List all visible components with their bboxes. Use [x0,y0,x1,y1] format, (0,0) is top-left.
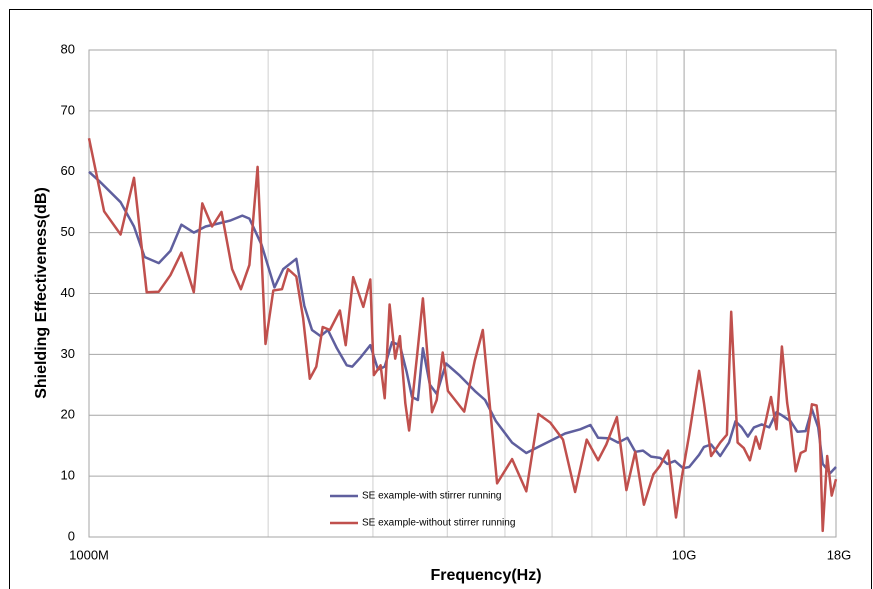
frame [9,9,872,589]
legend-label: SE example-with stirrer running [362,491,502,502]
y-tick-label: 0 [68,528,75,543]
plot-border [88,49,837,538]
legend-label: SE example-without stirrer running [362,518,515,529]
y-tick-label: 70 [61,102,75,117]
y-tick-label: 30 [61,346,75,361]
y-tick-label: 10 [61,468,75,483]
y-tick-label: 20 [61,407,75,422]
data-line [87,138,838,533]
y-tick-label: 50 [61,224,75,239]
y-axis-title: Shielding Effectiveness(dB) [33,187,50,399]
x-tick-label: 18G [827,547,852,562]
x-axis-title: Frequency(Hz) [430,567,541,584]
y-tick-label: 80 [61,41,75,56]
y-tick-label: 60 [61,163,75,178]
y-tick-label: 40 [61,285,75,300]
x-tick-label: 1000M [69,547,109,562]
x-tick-label: 10G [672,547,697,562]
